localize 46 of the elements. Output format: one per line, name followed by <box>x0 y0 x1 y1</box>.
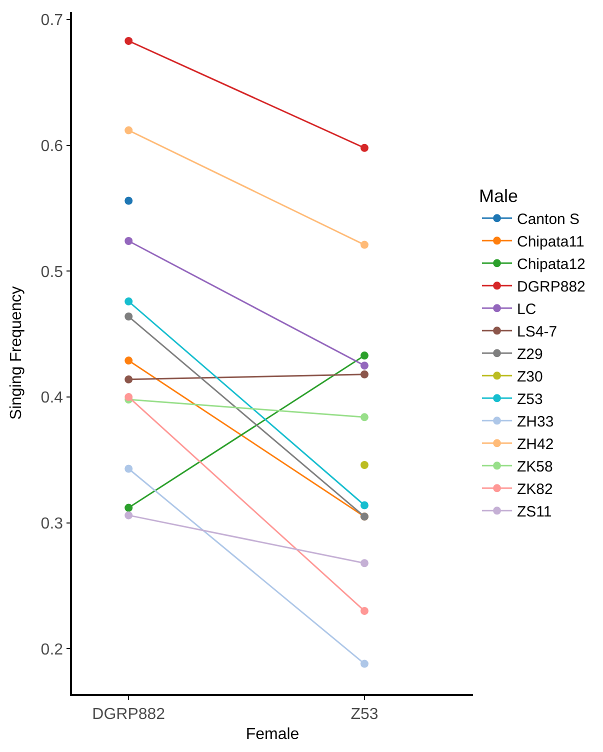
legend-label: LS4-7 <box>517 324 558 340</box>
point <box>360 144 368 152</box>
legend-label: ZK58 <box>517 458 553 476</box>
y-tick-label: 0.7 <box>40 12 64 30</box>
point <box>124 504 133 512</box>
point <box>124 196 133 205</box>
legend-label: DGRP882 <box>517 278 586 296</box>
point <box>360 660 368 668</box>
point <box>360 559 368 568</box>
y-tick-label: 0.2 <box>40 641 64 658</box>
legend-title: Male <box>479 186 518 206</box>
legend-label: ZH42 <box>517 436 554 453</box>
point <box>360 501 368 510</box>
y-tick-label: 0.5 <box>40 264 64 281</box>
legend-label: Canton S <box>517 211 580 228</box>
point <box>360 606 368 615</box>
legend-label: Z53 <box>517 391 543 408</box>
legend-label: ZH33 <box>517 414 554 430</box>
point <box>124 356 133 365</box>
legend-label: ZS11 <box>517 504 552 520</box>
point <box>124 393 133 402</box>
y-tick-label: 0.6 <box>40 138 64 155</box>
point <box>360 460 368 469</box>
point <box>360 352 368 360</box>
legend-label: Z29 <box>517 346 543 363</box>
point <box>360 413 368 422</box>
y-tick-label: 0.3 <box>40 515 64 532</box>
point <box>124 375 133 384</box>
point <box>124 312 133 321</box>
point <box>124 237 133 246</box>
legend-label: Chipata12 <box>517 256 586 273</box>
legend-label: LC <box>517 301 536 318</box>
point <box>360 240 368 249</box>
legend-label: ZK82 <box>517 481 553 498</box>
point <box>124 126 133 134</box>
point <box>124 511 133 520</box>
point <box>124 297 133 306</box>
point <box>124 464 133 473</box>
legend-label: Chipata11 <box>517 234 584 250</box>
y-axis-title: Singing Frequency <box>8 286 26 420</box>
x-axis-title: Female <box>246 726 300 744</box>
point <box>360 362 368 370</box>
point <box>360 370 368 378</box>
legend-label: Z30 <box>517 368 543 386</box>
y-tick-label: 0.4 <box>40 390 64 407</box>
point <box>124 36 133 45</box>
